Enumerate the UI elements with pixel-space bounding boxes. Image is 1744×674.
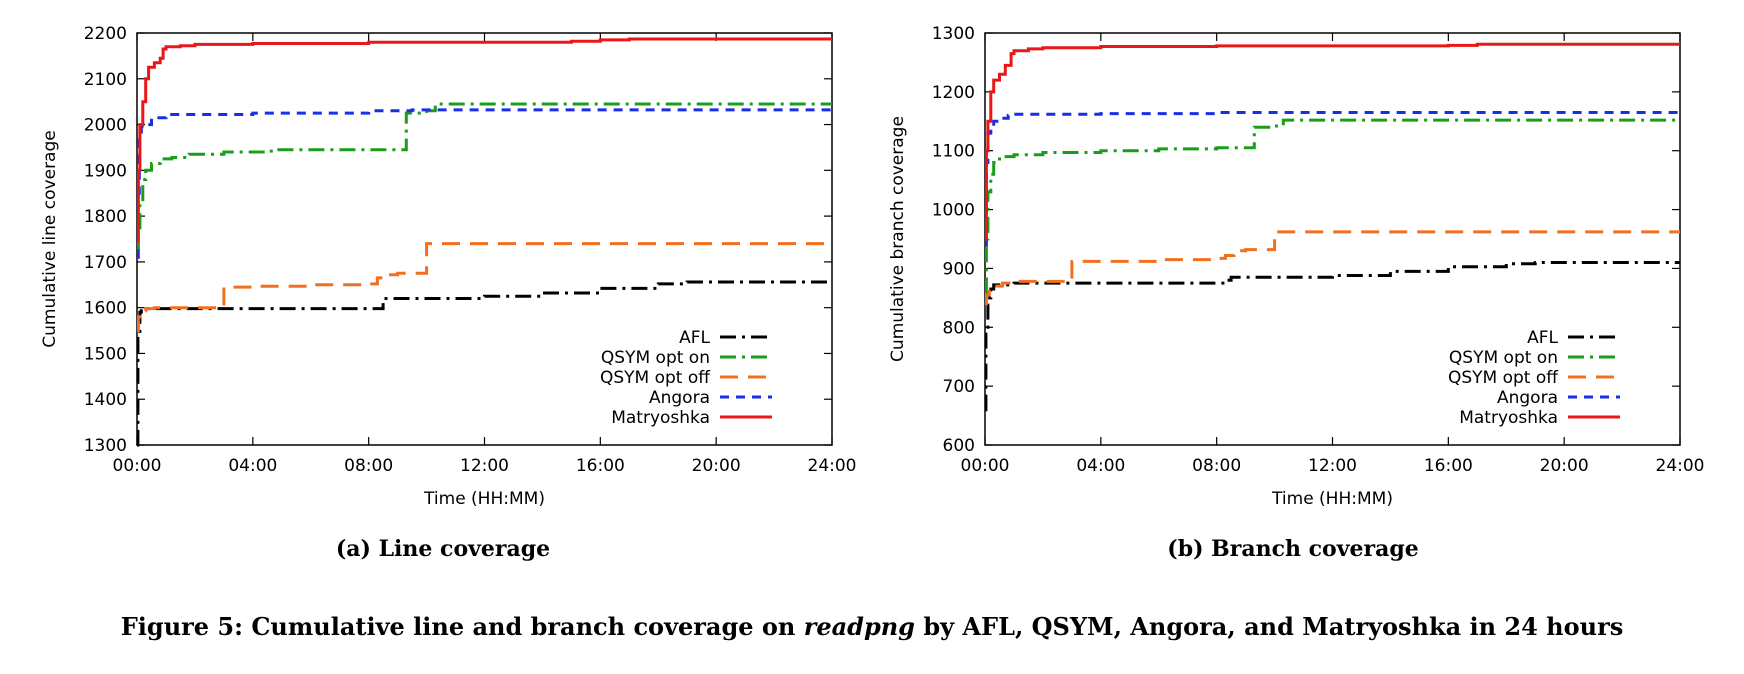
legend-label-qsym-opt-on: QSYM opt on: [601, 348, 710, 368]
x-tick-label: 20:00: [1540, 456, 1589, 476]
x-tick-label: 04:00: [1076, 456, 1125, 476]
figure-caption: Figure 5: Cumulative line and branch cov…: [121, 612, 1624, 641]
y-tick-label: 2200: [84, 24, 127, 44]
x-axis-label: Time (HH:MM): [423, 489, 545, 509]
legend-label-afl: AFL: [1527, 328, 1558, 348]
y-tick-label: 1500: [84, 344, 127, 364]
series-line-qsym-opt-on: [985, 118, 1680, 294]
subcaption-branch-coverage: (b) Branch coverage: [1167, 536, 1418, 562]
series-line-qsym-opt-off: [985, 230, 1680, 306]
y-tick-label: 1800: [84, 207, 127, 227]
legend-label-qsym-opt-off: QSYM opt off: [600, 368, 711, 388]
x-tick-label: 24:00: [1656, 456, 1705, 476]
y-tick-label: 1400: [84, 390, 127, 410]
legend-label-matryoshka: Matryoshka: [611, 408, 710, 428]
series-line-qsym-opt-off: [137, 242, 832, 333]
x-tick-label: 12:00: [460, 456, 509, 476]
x-tick-label: 16:00: [576, 456, 625, 476]
y-tick-label: 900: [943, 259, 975, 279]
series-line-angora: [137, 108, 832, 259]
x-tick-label: 12:00: [1308, 456, 1357, 476]
figure-caption-prefix: Figure 5: Cumulative line and branch cov…: [121, 612, 804, 641]
x-tick-label: 00:00: [113, 456, 162, 476]
y-tick-label: 800: [943, 318, 975, 338]
x-tick-label: 08:00: [344, 456, 393, 476]
y-axis-label: Cumulative branch coverage: [888, 116, 908, 362]
chart-panel-branch-coverage: 600 700 800 900 1000 1100 1200 1300 00:00 04:00 08…: [888, 24, 1705, 509]
y-tick-label: 1900: [84, 161, 127, 181]
x-tick-label: 04:00: [228, 456, 277, 476]
legend-label-qsym-opt-on: QSYM opt on: [1449, 348, 1558, 368]
legend-label-angora: Angora: [649, 388, 710, 408]
x-tick-label: 24:00: [808, 456, 857, 476]
y-tick-label: 700: [943, 377, 975, 397]
series-line-afl: [985, 261, 1680, 412]
plot-frame: [136, 32, 833, 446]
y-tick-label: 1200: [932, 83, 975, 103]
y-tick-label: 2100: [84, 70, 127, 90]
legend-label-afl: AFL: [679, 328, 710, 348]
legend-label-matryoshka: Matryoshka: [1459, 408, 1558, 428]
y-tick-label: 1300: [932, 24, 975, 44]
plot-frame: [984, 32, 1681, 446]
legend-label-qsym-opt-off: QSYM opt off: [1448, 368, 1559, 388]
series-line-afl: [137, 280, 832, 447]
x-tick-label: 00:00: [961, 456, 1010, 476]
y-tick-label: 600: [943, 436, 975, 456]
x-tick-label: 08:00: [1192, 456, 1241, 476]
y-tick-label: 1100: [932, 142, 975, 162]
series-line-matryoshka: [985, 42, 1680, 241]
y-tick-label: 1600: [84, 299, 127, 319]
chart-panel-line-coverage: 1300 1400 1500 1600 1700 1800 1900 2000 2100 2200…: [40, 24, 857, 509]
x-tick-label: 20:00: [692, 456, 741, 476]
x-axis-label: Time (HH:MM): [1271, 489, 1393, 509]
figure-caption-suffix: by AFL, QSYM, Angora, and Matryoshka in …: [915, 612, 1623, 641]
series-line-angora: [985, 111, 1680, 247]
y-tick-label: 1000: [932, 201, 975, 221]
y-tick-label: 2000: [84, 116, 127, 136]
series-line-qsym-opt-on: [137, 102, 832, 259]
x-tick-label: 16:00: [1424, 456, 1473, 476]
subcaption-line-coverage: (a) Line coverage: [336, 536, 550, 562]
y-axis-label: Cumulative line coverage: [40, 130, 60, 347]
figure-caption-program: readpng: [804, 612, 915, 641]
series-line-matryoshka: [137, 37, 832, 243]
y-tick-label: 1300: [84, 436, 127, 456]
y-tick-label: 1700: [84, 253, 127, 273]
legend-label-angora: Angora: [1497, 388, 1558, 408]
